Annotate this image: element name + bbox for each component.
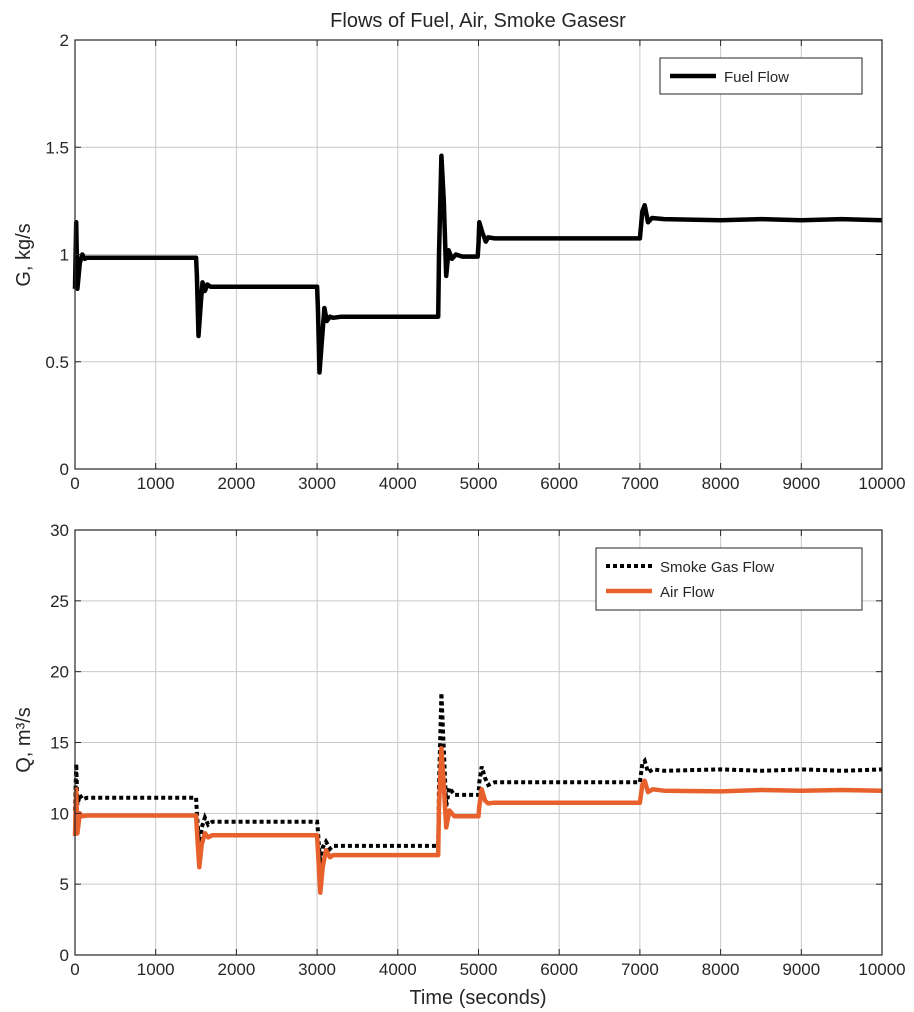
fuel-series-layer [72, 153, 883, 375]
air-smoke-y-tick-label: 20 [50, 663, 69, 682]
air-smoke-x-tick-label: 3000 [298, 960, 336, 979]
fuel-x-tick-label: 6000 [540, 474, 578, 493]
air-smoke-x-tick-label: 4000 [379, 960, 417, 979]
air-smoke-x-tick-label: 5000 [460, 960, 498, 979]
air-smoke-flow-chart: 0 1000 2000 3000 4000 5000 6000 7000 8000 9000 100… [13, 521, 906, 1009]
x-axis-label: Time (seconds) [409, 987, 546, 1009]
fuel-legend: Fuel Flow [659, 57, 863, 95]
fuel-x-tick-label: 10000 [858, 474, 905, 493]
air-smoke-x-tick-label: 7000 [621, 960, 659, 979]
fuel-y-tick-label: 2 [60, 31, 69, 50]
air-flow-legend-label: Air Flow [660, 584, 714, 601]
fuel-y-tick-label: 1.5 [45, 138, 69, 157]
air-smoke-y-tick-label: 5 [60, 875, 69, 894]
fuel-y-tick-label: 0.5 [45, 353, 69, 372]
air-smoke-legend: Smoke Gas Flow Air Flow [595, 547, 863, 611]
air-smoke-x-tick-label: 9000 [782, 960, 820, 979]
air-smoke-x-tick-label: 10000 [858, 960, 905, 979]
air-smoke-y-tick-label: 25 [50, 592, 69, 611]
air-smoke-x-tick-label: 2000 [217, 960, 255, 979]
smoke-gas-flow-legend-label: Smoke Gas Flow [660, 559, 774, 576]
fuel-x-tick-label: 4000 [379, 474, 417, 493]
fuel-flow-legend-label: Fuel Flow [724, 69, 789, 86]
fuel-y-tick-label: 0 [60, 460, 69, 479]
air-smoke-y-axis-label: Q, m³/s [13, 707, 35, 773]
air-smoke-legend-box [595, 547, 863, 611]
air-smoke-series-layer [72, 692, 883, 895]
air-smoke-y-tick-label: 10 [50, 804, 69, 823]
air-smoke-tick-labels: 0 1000 2000 3000 4000 5000 6000 7000 8000 9000 100… [50, 521, 906, 979]
fuel-x-tick-label: 7000 [621, 474, 659, 493]
air-smoke-x-tick-label: 1000 [137, 960, 175, 979]
fuel-flow-chart: 0 1000 2000 3000 4000 5000 6000 7000 8000 9000 100… [13, 10, 906, 493]
air-smoke-x-tick-label: 6000 [540, 960, 578, 979]
chart-title: Flows of Fuel, Air, Smoke Gasesr [330, 10, 626, 32]
smoke-gas-flow-line [73, 692, 883, 867]
fuel-x-tick-label: 3000 [298, 474, 336, 493]
fuel-x-tick-label: 5000 [460, 474, 498, 493]
fuel-x-tick-label: 8000 [702, 474, 740, 493]
air-smoke-y-tick-label: 15 [50, 734, 69, 753]
fuel-y-tick-label: 1 [60, 246, 69, 265]
fuel-flow-line [72, 153, 883, 375]
fuel-x-tick-label: 0 [70, 474, 79, 493]
fuel-x-tick-label: 9000 [782, 474, 820, 493]
air-flow-line [72, 745, 883, 895]
fuel-tick-labels: 0 1000 2000 3000 4000 5000 6000 7000 8000 9000 100… [45, 31, 905, 493]
fuel-x-tick-label: 2000 [217, 474, 255, 493]
fuel-y-axis-label: G, kg/s [13, 223, 35, 286]
air-smoke-x-tick-label: 8000 [702, 960, 740, 979]
air-smoke-y-tick-label: 30 [50, 521, 69, 540]
air-smoke-y-tick-label: 0 [60, 946, 69, 965]
air-smoke-x-tick-label: 0 [70, 960, 79, 979]
fuel-x-tick-label: 1000 [137, 474, 175, 493]
